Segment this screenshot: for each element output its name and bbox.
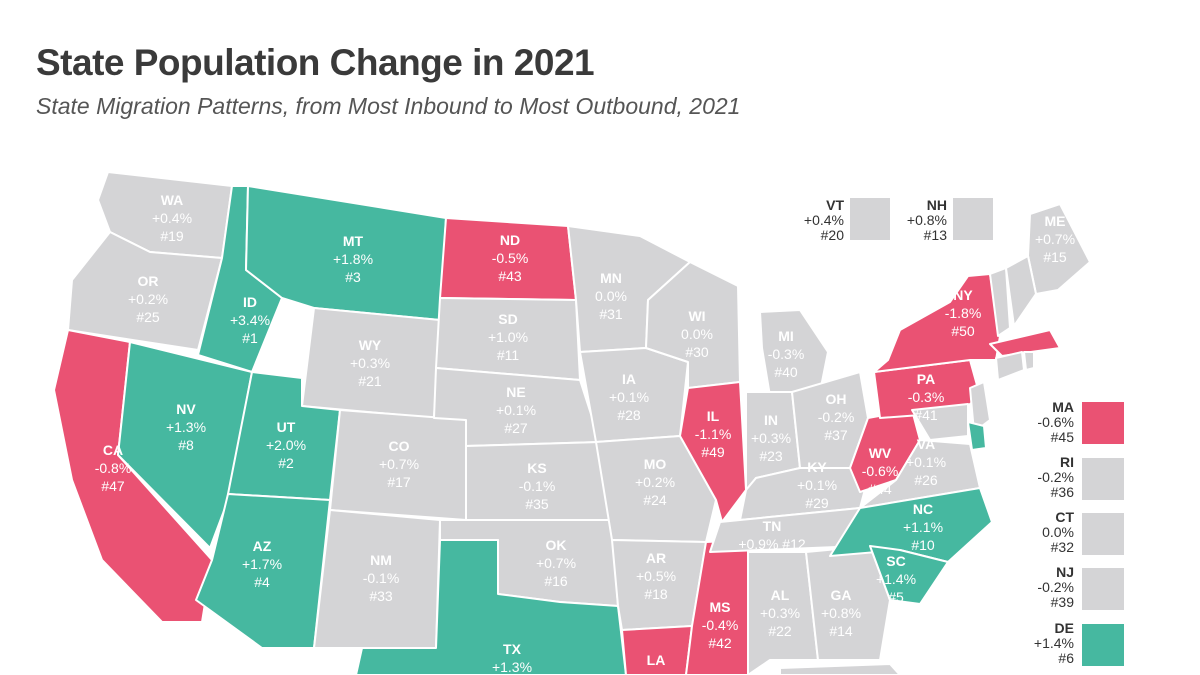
state-label-ny: NY -1.8% #50 xyxy=(945,287,982,339)
state-label-az: AZ +1.7% #4 xyxy=(242,538,282,590)
state-label-nm: NM -0.1% #33 xyxy=(363,552,400,604)
callout-label-de: DE +1.4% #6 xyxy=(1034,620,1074,666)
callout-label-ct: CT 0.0% #32 xyxy=(1042,509,1074,555)
state-or xyxy=(67,231,223,351)
state-label-mn: MN 0.0% #31 xyxy=(595,270,627,322)
state-label-ca: CA -0.8% #47 xyxy=(95,442,132,494)
callout-swatch-ct xyxy=(1082,513,1124,555)
state-label-va: VA +0.1% #26 xyxy=(906,436,946,488)
state-vt xyxy=(989,267,1011,337)
state-label-mi: MI -0.3% #40 xyxy=(768,328,805,380)
state-ia xyxy=(579,347,689,443)
state-label-nv: NV +1.3% #8 xyxy=(166,401,206,453)
callout-swatch-de xyxy=(1082,624,1124,666)
state-label-in: IN +0.3% #23 xyxy=(751,412,791,464)
state-ct xyxy=(995,351,1025,381)
state-md xyxy=(911,403,969,441)
state-de xyxy=(967,421,987,451)
state-label-ne: NE +0.1% #27 xyxy=(496,384,536,436)
state-nh xyxy=(1005,255,1037,327)
state-label-la: LA xyxy=(647,652,666,668)
state-label-id: ID +3.4% #1 xyxy=(230,294,270,346)
state-nv xyxy=(117,341,253,549)
state-label-wa: WA +0.4% #19 xyxy=(152,192,192,244)
state-label-co: CO +0.7% #17 xyxy=(379,438,419,490)
state-label-tx: TX +1.3% xyxy=(492,641,532,675)
state-label-wy: WY +0.3% #21 xyxy=(350,337,390,389)
state-label-wi: WI 0.0% #30 xyxy=(681,308,713,360)
state-ny xyxy=(873,273,1001,373)
state-label-mt: MT +1.8% #3 xyxy=(333,233,373,285)
state-label-sd: SD +1.0% #11 xyxy=(488,311,528,363)
state-label-ks: KS -0.1% #35 xyxy=(519,460,556,512)
state-label-ky: KY +0.1% #29 xyxy=(797,459,837,511)
callout-swatch-nj xyxy=(1082,568,1124,610)
state-label-tn: TN +0.9% #12 xyxy=(738,518,806,552)
state-label-ut: UT +2.0% #2 xyxy=(266,419,306,471)
callout-swatch-ma xyxy=(1082,402,1124,444)
state-label-ok: OK +0.7% #16 xyxy=(536,537,576,589)
state-label-ia: IA +0.1% #28 xyxy=(609,371,649,423)
callout-label-ma: MA -0.6% #45 xyxy=(1037,399,1074,445)
state-ri xyxy=(1023,351,1035,371)
state-ma xyxy=(989,329,1061,357)
state-al xyxy=(747,551,819,675)
state-label-il: IL -1.1% #49 xyxy=(695,408,732,460)
callout-label-vt: VT +0.4% #20 xyxy=(804,197,845,243)
callout-swatch-vt xyxy=(850,198,890,240)
state-label-ms: MS -0.4% #42 xyxy=(702,599,739,651)
state-label-ar: AR +0.5% #18 xyxy=(636,550,676,602)
state-label-oh: OH -0.2% #37 xyxy=(818,391,855,443)
callout-label-nh: NH +0.8% #13 xyxy=(907,197,947,243)
state-label-mo: MO +0.2% #24 xyxy=(635,456,675,508)
state-label-nd: ND -0.5% #43 xyxy=(492,232,529,284)
state-label-ga: GA +0.8% #14 xyxy=(821,587,861,639)
state-va xyxy=(859,439,981,509)
state-nj xyxy=(969,381,991,433)
state-label-pa: PA -0.3% #41 xyxy=(908,371,945,423)
state-label-me: ME +0.7% #15 xyxy=(1035,213,1075,265)
state-la xyxy=(621,625,693,675)
state-mo xyxy=(595,435,717,543)
callout-label-nj: NJ -0.2% #39 xyxy=(1037,564,1074,610)
state-label-or: OR +0.2% #25 xyxy=(128,273,168,325)
state-label-al: AL +0.3% #22 xyxy=(760,587,800,639)
state-sc xyxy=(869,545,949,605)
callout-label-ri: RI -0.2% #36 xyxy=(1037,454,1074,500)
chart-subtitle: State Migration Patterns, from Most Inbo… xyxy=(36,93,741,119)
state-label-sc: SC +1.4% #5 xyxy=(876,553,916,605)
callout-swatch-nh xyxy=(953,198,993,240)
state-fl xyxy=(779,663,901,675)
chart-title: State Population Change in 2021 xyxy=(36,42,595,83)
state-label-wv: WV -0.6% #44 xyxy=(862,445,899,497)
state-label-nc: NC +1.1% #10 xyxy=(903,501,943,553)
callout-swatch-ri xyxy=(1082,458,1124,500)
